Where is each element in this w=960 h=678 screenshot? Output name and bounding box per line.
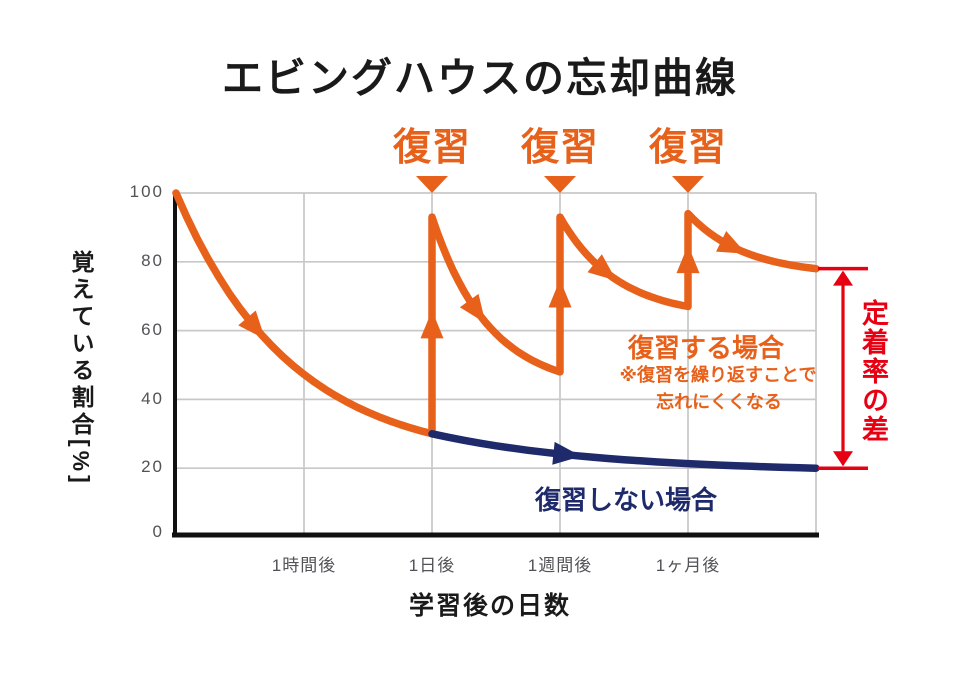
with-review-note-line1: ※復習を繰り返すことで <box>619 365 817 385</box>
review-label-2: 復習 <box>520 127 600 169</box>
curve-arrowhead <box>676 245 700 274</box>
gap-arrowhead-down <box>833 451 853 467</box>
without-review-curve <box>428 430 820 472</box>
y-tick-0: 0 <box>152 522 164 541</box>
x-tick-1month: 1ヶ月後 <box>655 556 721 575</box>
x-axis-title: 学習後の日数 <box>408 592 571 620</box>
x-tick-1hour: 1時間後 <box>271 556 337 575</box>
without-review-label: 復習しない場合 <box>534 485 718 515</box>
x-tick-1week: 1週間後 <box>527 556 593 575</box>
y-tick-60: 60 <box>141 320 164 339</box>
review-label-1: 復習 <box>392 127 472 169</box>
y-tick-40: 40 <box>141 389 164 408</box>
curve-arrowhead <box>548 279 572 308</box>
review-triangle-icon <box>544 176 576 193</box>
review-label-3: 復習 <box>648 127 728 169</box>
y-tick-20: 20 <box>141 457 164 476</box>
review-triangle-icon <box>416 176 448 193</box>
y-axis-title: 覚えている割合[%] <box>68 250 94 487</box>
with-review-label: 復習する場合 <box>627 333 785 363</box>
page-title: エビングハウスの忘却曲線 <box>222 55 738 101</box>
y-tick-100: 100 <box>129 182 164 201</box>
curve-arrowhead <box>420 310 444 339</box>
y-tick-80: 80 <box>141 251 164 270</box>
retention-gap-label: 定着率の差 <box>858 299 888 444</box>
gap-arrowhead-up <box>833 270 853 286</box>
curve-arrowhead <box>716 231 747 254</box>
curve-arrowhead <box>552 441 582 465</box>
curve-arrowhead <box>459 293 486 324</box>
with-review-note-line2: 忘れにくくなる <box>656 392 782 412</box>
curve-arrowhead <box>587 254 617 281</box>
review-triangle-icon <box>672 176 704 193</box>
curve-arrowhead <box>238 310 266 340</box>
x-tick-1day: 1日後 <box>408 556 456 575</box>
